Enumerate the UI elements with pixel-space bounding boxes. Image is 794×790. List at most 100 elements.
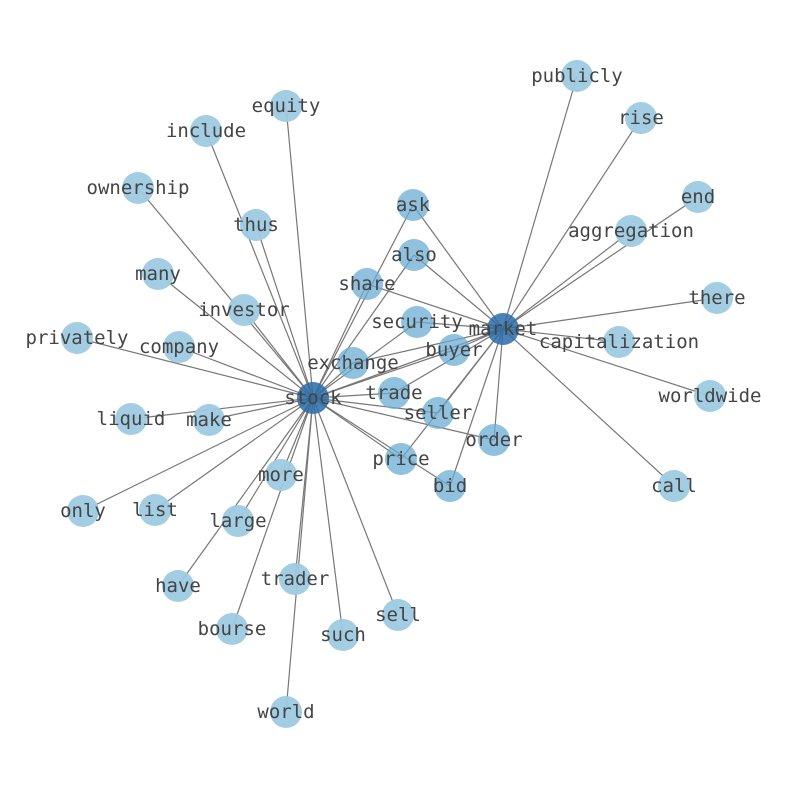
node-label-ask: ask <box>396 194 431 216</box>
node-label-security: security <box>371 311 463 333</box>
node-bid[interactable] <box>434 470 466 502</box>
edge-stock-buyer <box>312 349 455 399</box>
node-share[interactable] <box>351 268 383 300</box>
node-company[interactable] <box>163 331 195 363</box>
node-privately[interactable] <box>61 322 93 354</box>
edge-market-exchange <box>352 328 504 364</box>
edge-market-end <box>502 196 699 330</box>
edge-market-order <box>493 328 504 441</box>
node-aggregation[interactable] <box>615 215 647 247</box>
node-label-make: make <box>186 409 232 431</box>
node-trader[interactable] <box>279 563 311 595</box>
node-world[interactable] <box>270 696 302 728</box>
edge-market-ask <box>412 204 504 330</box>
node-include[interactable] <box>190 115 222 147</box>
edge-stock-seller <box>312 397 439 414</box>
node-equity[interactable] <box>270 90 302 122</box>
edge-stock-only <box>82 397 314 512</box>
node-label-privately: privately <box>26 327 129 349</box>
node-label-stock: stock <box>284 387 342 409</box>
node-label-thus: thus <box>233 214 279 236</box>
node-ownership[interactable] <box>122 172 154 204</box>
node-label-exchange: exchange <box>307 352 399 374</box>
node-have[interactable] <box>162 570 194 602</box>
node-there[interactable] <box>701 282 733 314</box>
edge-stock-price <box>312 397 402 460</box>
edge-market-worldwide <box>502 328 711 397</box>
edge-stock-bourse <box>231 397 314 630</box>
node-large[interactable] <box>222 505 254 537</box>
node-label-call: call <box>651 475 697 497</box>
edge-stock-privately <box>76 337 314 399</box>
node-worldwide[interactable] <box>694 380 726 412</box>
edge-stock-also <box>312 254 415 399</box>
node-rise[interactable] <box>625 102 657 134</box>
edge-stock-sell <box>312 397 399 616</box>
node-capitalization[interactable] <box>603 326 635 358</box>
node-label-liquid: liquid <box>97 408 166 430</box>
node-label-buyer: buyer <box>425 339 482 361</box>
edge-stock-investor <box>243 309 314 399</box>
edge-stock-share <box>312 283 368 399</box>
edge-stock-market <box>312 328 504 399</box>
node-label-market: market <box>469 318 538 340</box>
node-label-list: list <box>132 499 178 521</box>
node-end[interactable] <box>682 181 714 213</box>
node-label-company: company <box>139 336 219 358</box>
node-label-such: such <box>320 624 366 646</box>
edge-stock-company <box>178 346 314 399</box>
node-liquid[interactable] <box>115 403 147 435</box>
edge-stock-bid <box>312 397 451 487</box>
node-list[interactable] <box>139 494 171 526</box>
edge-stock-thus <box>255 224 314 399</box>
node-make[interactable] <box>193 404 225 436</box>
node-exchange[interactable] <box>337 347 369 379</box>
node-call[interactable] <box>658 470 690 502</box>
node-label-bid: bid <box>433 475 467 497</box>
node-market[interactable] <box>487 313 519 345</box>
node-also[interactable] <box>398 239 430 271</box>
edge-stock-large <box>237 397 314 522</box>
node-publicly[interactable] <box>561 60 593 92</box>
node-label-order: order <box>465 429 522 451</box>
edge-stock-ownership <box>137 187 314 399</box>
node-label-capitalization: capitalization <box>539 331 699 353</box>
node-label-many: many <box>135 263 181 285</box>
node-label-publicly: publicly <box>531 65 623 87</box>
node-label-share: share <box>338 273 395 295</box>
node-price[interactable] <box>385 443 417 475</box>
node-such[interactable] <box>327 619 359 651</box>
node-thus[interactable] <box>240 209 272 241</box>
edge-stock-have <box>177 397 314 587</box>
edges-layer <box>76 75 718 713</box>
node-more[interactable] <box>265 459 297 491</box>
node-security[interactable] <box>401 306 433 338</box>
node-only[interactable] <box>67 495 99 527</box>
node-label-investor: investor <box>198 299 290 321</box>
edge-stock-world <box>285 397 314 713</box>
node-label-worldwide: worldwide <box>659 385 762 407</box>
node-ask[interactable] <box>397 189 429 221</box>
edge-market-rise <box>502 117 642 330</box>
node-buyer[interactable] <box>438 334 470 366</box>
node-order[interactable] <box>478 424 510 456</box>
node-stock[interactable] <box>297 382 329 414</box>
edge-market-capitalization <box>502 328 620 343</box>
edge-market-publicly <box>502 75 578 330</box>
edge-stock-liquid <box>130 397 314 420</box>
node-label-only: only <box>60 500 106 522</box>
node-sell[interactable] <box>382 599 414 631</box>
edge-market-aggregation <box>502 230 632 330</box>
edge-market-there <box>502 297 718 330</box>
node-investor[interactable] <box>228 294 260 326</box>
node-trade[interactable] <box>378 377 410 409</box>
edge-stock-such <box>312 397 344 636</box>
node-label-equity: equity <box>252 95 321 117</box>
node-bourse[interactable] <box>216 613 248 645</box>
node-many[interactable] <box>142 258 174 290</box>
node-seller[interactable] <box>422 397 454 429</box>
node-label-trader: trader <box>261 568 330 590</box>
edge-stock-list <box>154 397 314 511</box>
edge-stock-include <box>205 130 314 399</box>
